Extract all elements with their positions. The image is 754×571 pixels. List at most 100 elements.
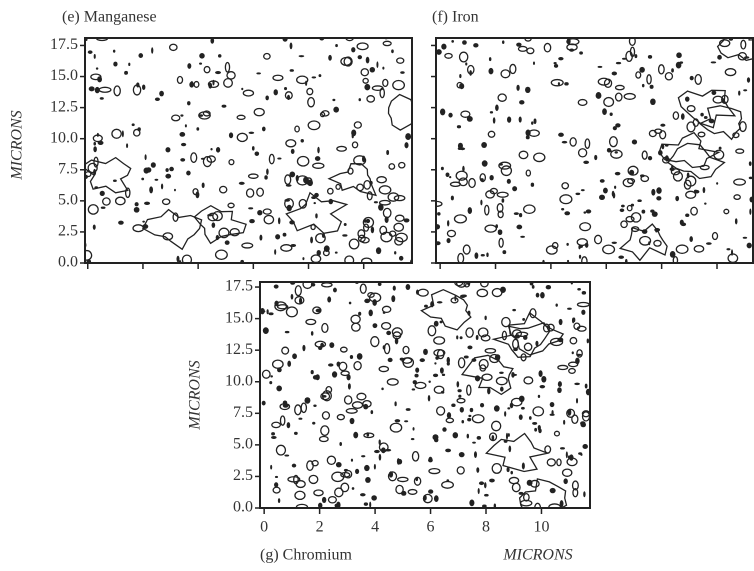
contour-speck [615,61,622,65]
contour-ring [657,64,665,75]
contour-speck [394,337,399,345]
y-tick-label: 2.5 [233,467,253,484]
contour-ring [501,330,508,341]
contour-speck [293,431,298,435]
contour-speck [516,224,523,230]
y-tick-label: 17.5 [225,278,253,295]
contour-ring [388,230,397,237]
panel-title: (e) Manganese [62,9,157,26]
contour-speck [641,209,646,214]
contour-speck [481,160,488,167]
contour-speck [131,123,135,127]
contour-ring [392,79,406,91]
contour-speck [387,357,393,363]
contour-speck [154,97,160,102]
contour-speck [557,387,562,394]
contour-speck [530,182,535,187]
contour-speck [284,454,290,457]
contour-ring [275,444,287,456]
contour-speck [675,61,682,69]
contour-ring [279,415,286,426]
contour-ring [568,367,576,374]
contour-speck [612,126,617,131]
contour-speck [533,118,537,125]
contour-speck [187,63,192,69]
contour-ring [603,78,613,88]
contour-ring [627,178,636,185]
contour-speck [555,303,558,307]
contour-speck [599,194,605,201]
contour-speck [551,410,554,416]
contour-speck [394,251,397,255]
contour-speck [459,406,464,413]
contour-ring [561,182,570,190]
contour-speck [181,142,187,147]
contour-speck [541,375,547,383]
contour-speck [266,168,269,175]
contour-speck [651,211,658,217]
contour-speck [639,66,645,73]
contour-speck [669,250,676,258]
contour-ring [571,480,579,491]
contour-speck [488,57,492,62]
contour-ring [614,92,623,102]
contour-ring [455,282,467,288]
contour-speck [433,320,439,327]
contour-speck [538,428,542,434]
contour-ring [484,204,490,216]
contour-ring [357,234,366,243]
contour-speck [275,234,281,240]
contour-speck [333,106,340,113]
contour-speck [702,186,706,194]
contour-line [193,204,247,245]
contour-line [677,89,737,129]
contour-ring [466,384,472,396]
contour-speck [285,184,292,187]
contour-speck [138,53,144,58]
contour-speck [287,94,291,101]
contour-speck [602,187,608,194]
contour-layer [85,38,412,263]
contour-speck [563,478,568,485]
contour-speck [349,417,355,425]
contour-speck [581,309,586,315]
contour-speck [700,112,704,117]
contour-ring [683,179,692,190]
contour-speck [477,488,480,495]
contour-line [666,142,726,180]
contour-speck [473,451,477,459]
contour-speck [493,405,500,412]
y-tick-label: 0.0 [58,254,78,271]
contour-speck [365,218,371,224]
contour-speck [217,54,222,58]
contour-speck [560,447,565,450]
contour-speck [526,479,533,486]
contour-ring [378,185,392,195]
contour-speck [566,38,571,45]
contour-speck [458,452,465,458]
contour-ring [367,292,375,298]
contour-speck [565,451,568,459]
panel-title: (g) Chromium [260,547,353,564]
contour-ring [353,121,362,129]
contour-ring [672,255,679,263]
contour-speck [507,407,511,410]
contour-speck [100,206,106,209]
contour-ring [253,107,265,117]
contour-speck [525,135,530,140]
contour-speck [462,165,465,172]
contour-speck [578,254,582,259]
contour-ring [236,114,246,121]
contour-ring [245,188,255,198]
contour-speck [558,57,564,61]
contour-speck [456,125,462,129]
contour-ring [114,196,126,206]
contour-speck [553,62,557,65]
contour-ring [366,191,373,201]
contour-ring [477,327,489,338]
contour-speck [320,342,324,348]
contour-speck [121,130,124,138]
contour-speck [676,52,682,59]
contour-speck [518,491,524,495]
contour-ring [271,421,282,429]
